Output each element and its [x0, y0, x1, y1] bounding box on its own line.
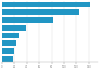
- Bar: [2, 48, 14, 54]
- Bar: [2, 33, 19, 38]
- Bar: [2, 9, 79, 15]
- Bar: [2, 40, 16, 46]
- Bar: [2, 2, 90, 7]
- Bar: [2, 17, 53, 23]
- Bar: [2, 56, 13, 61]
- Bar: [2, 25, 26, 31]
